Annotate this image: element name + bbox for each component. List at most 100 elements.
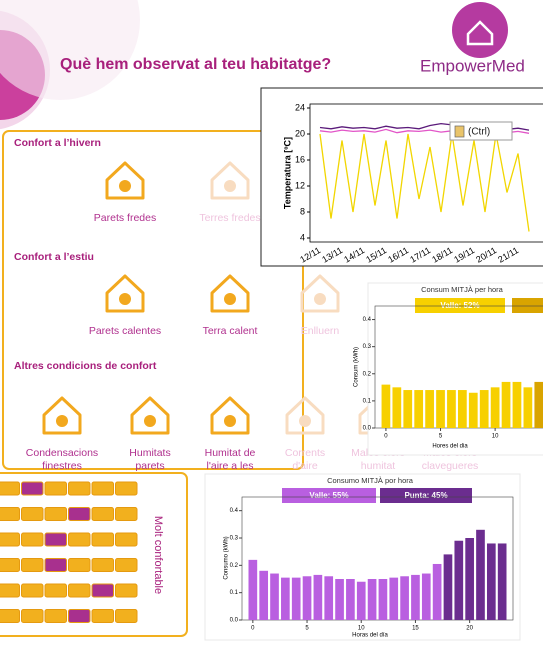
icon-house: [105, 161, 145, 200]
scale-cell: [21, 609, 44, 623]
x-tick-label: 5: [439, 434, 443, 440]
bar: [389, 577, 399, 620]
scale-cell: [44, 609, 67, 623]
scale-cell: [0, 583, 20, 598]
scale-panel: Molt confortable: [0, 481, 164, 623]
item-label: Corrents d'aire: [285, 447, 325, 472]
plot-frame: [374, 305, 543, 429]
bar: [447, 390, 456, 428]
scale-cell: [44, 507, 67, 521]
item-icon: [285, 396, 325, 435]
scale-cell: [0, 507, 20, 521]
chart-title: Consum MITJÀ per hora: [421, 285, 504, 294]
paste-popup: (Ctrl): [449, 121, 513, 141]
icon-detail: [224, 415, 236, 427]
bar: [425, 390, 434, 428]
scale-cell: [44, 481, 67, 496]
y-axis-label: Consum (kWh): [354, 347, 360, 387]
scale-selected: [68, 609, 91, 623]
item-icon: [300, 274, 340, 313]
item-icon: [210, 396, 250, 435]
y-tick-label: 4: [300, 232, 305, 242]
x-tick-label: 0: [251, 626, 255, 632]
y-axis-label: Consumo (kWh): [224, 536, 230, 579]
scale-cell: [0, 532, 20, 547]
bar: [501, 381, 511, 428]
y-tick-label: 0.4: [230, 508, 239, 514]
y-tick-label: 0.4: [363, 317, 372, 323]
scale-cell: [21, 507, 44, 521]
decor: [0, 0, 140, 100]
bar: [270, 573, 279, 620]
scale-selected: [44, 558, 67, 572]
x-axis-label: Hores del dia: [432, 444, 468, 450]
icon-detail: [224, 180, 236, 192]
section-title: Confort a l’estiu: [14, 251, 94, 263]
bar: [421, 573, 431, 620]
scale-cell: [91, 507, 114, 521]
x-tick-label: 15: [412, 626, 419, 632]
item-icon: [210, 274, 250, 313]
icon-house: [300, 274, 340, 313]
item-icon: [105, 161, 145, 200]
y-tick-label: 0.2: [230, 563, 239, 569]
scale-cell: [115, 532, 138, 547]
bar: [259, 570, 269, 620]
scale-cell: [21, 532, 44, 547]
item-icon: [130, 396, 170, 435]
scale-cell: [21, 558, 44, 572]
item-label: Terres fredes: [199, 212, 260, 224]
item-label: Humitats parets: [129, 447, 170, 472]
legend-swatch: [415, 298, 505, 313]
bar: [400, 576, 409, 620]
scale-cell: [68, 558, 91, 572]
item-icon: [105, 274, 145, 313]
bar: [367, 579, 377, 620]
scale-label: Molt confortable: [152, 516, 164, 594]
scale-cell: [115, 558, 138, 572]
bar: [324, 576, 334, 620]
bar: [346, 579, 355, 620]
page-title: Què hem observat al teu habitatge?: [60, 56, 331, 73]
bar: [486, 543, 496, 620]
bar: [457, 390, 467, 428]
item-label: Enlluern: [301, 325, 340, 337]
bar: [523, 387, 533, 428]
icon-detail: [119, 180, 131, 192]
scale-cell: [21, 583, 44, 598]
item-label: Parets fredes: [94, 212, 156, 224]
popup-box: [449, 121, 513, 141]
icon-house: [130, 396, 170, 435]
scale-selected: [68, 507, 91, 521]
item-icon: [210, 161, 250, 200]
popup-icon: [454, 125, 465, 138]
y-tick-label: 20: [295, 128, 305, 138]
y-tick-label: 16: [295, 154, 305, 164]
scale-selected: [21, 481, 44, 496]
bar: [534, 381, 543, 428]
icon-house: [285, 396, 325, 435]
bar: [291, 577, 301, 620]
bar: [335, 579, 344, 620]
icon-detail: [56, 415, 68, 427]
popup-label: (Ctrl): [468, 127, 490, 138]
bar: [454, 540, 464, 620]
scale-cell: [115, 583, 138, 598]
scale-cell: [115, 481, 138, 496]
bar: [468, 392, 478, 428]
legend-swatch: [282, 488, 376, 503]
scale-cell: [91, 558, 114, 572]
y-tick-label: 0.1: [363, 398, 372, 404]
y-axis-label: Temperatura [ºC]: [282, 137, 292, 209]
section-title: Confort a l’hivern: [14, 137, 101, 149]
plot-frame: [309, 103, 543, 243]
scale-cell: [44, 583, 67, 598]
bar: [479, 390, 489, 428]
bar: [403, 390, 413, 428]
bar: [512, 381, 522, 428]
scale-cell: [68, 583, 91, 598]
y-tick-label: 0.0: [230, 618, 239, 624]
item-icon: [42, 396, 82, 435]
